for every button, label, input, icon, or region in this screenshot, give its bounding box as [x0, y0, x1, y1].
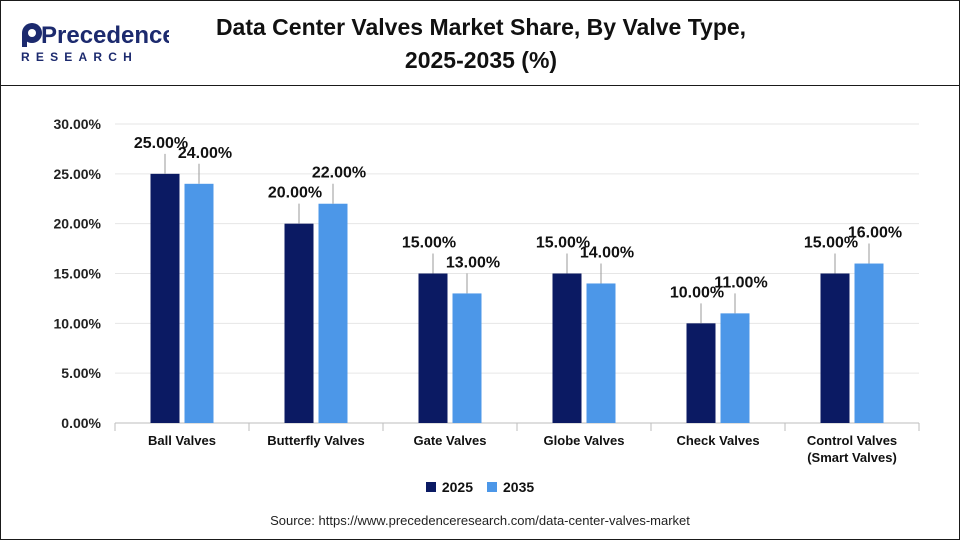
bar-2035: [452, 293, 482, 423]
data-label-2035: 14.00%: [580, 244, 634, 261]
data-label-2025: 25.00%: [134, 135, 188, 152]
bar-2035: [854, 263, 884, 423]
y-tick-label: 25.00%: [54, 166, 102, 182]
data-label-2035: 11.00%: [714, 274, 767, 291]
logo-wordmark: Precedence: [41, 22, 169, 49]
bar-2025: [820, 273, 850, 423]
legend-item-2025: 2025: [425, 479, 473, 495]
data-label-2025: 20.00%: [268, 185, 322, 202]
x-tick-label: (Smart Valves): [807, 450, 897, 465]
bar-2025: [284, 223, 314, 423]
y-tick-label: 10.00%: [54, 315, 102, 331]
legend-swatch-2035: [487, 482, 497, 492]
data-label-2025: 15.00%: [804, 235, 858, 252]
data-label-2035: 13.00%: [446, 254, 500, 271]
x-tick-label: Butterfly Valves: [267, 433, 365, 448]
x-tick-label: Control Valves: [807, 433, 897, 448]
bar-chart: 0.00% 5.00% 10.00% 15.00% 20.00% 25.00% 30.00%…: [54, 116, 920, 465]
bar-2025: [150, 173, 180, 423]
x-tick-label: Gate Valves: [414, 433, 487, 448]
bar-2035: [586, 283, 616, 423]
x-tick-label: Globe Valves: [544, 433, 625, 448]
x-tick-label: Check Valves: [676, 433, 759, 448]
bar-2025: [552, 273, 582, 423]
legend-label-2035: 2035: [503, 479, 535, 495]
y-tick-label: 30.00%: [54, 116, 102, 132]
bar-2025: [418, 273, 448, 423]
y-tick-label: 0.00%: [61, 415, 101, 431]
data-label-2025: 15.00%: [402, 235, 456, 252]
header: Precedence RESEARCH Data Center Valves M…: [1, 1, 959, 86]
chart-title-line-1: Data Center Valves Market Share, By Valv…: [215, 14, 747, 40]
data-label-2035: 24.00%: [178, 145, 232, 162]
bar-2025: [686, 323, 716, 423]
source-note: Source: https://www.precedenceresearch.c…: [270, 513, 690, 528]
logo-subtitle: RESEARCH: [21, 50, 138, 64]
chart-title: Data Center Valves Market Share, By Valv…: [181, 11, 781, 77]
legend-label-2025: 2025: [441, 479, 473, 495]
y-tick-label: 20.00%: [54, 216, 102, 232]
bar-2035: [318, 203, 348, 423]
bar-2035: [720, 313, 750, 423]
chart-title-line-2: 2025-2035 (%): [404, 47, 558, 73]
precedence-research-logo: Precedence RESEARCH: [21, 22, 169, 64]
y-tick-label: 5.00%: [61, 365, 101, 381]
data-label-2025: 10.00%: [670, 284, 724, 301]
legend-item-2035: 2035: [487, 479, 534, 495]
legend: 2025 2035: [1, 479, 959, 495]
x-tick-label: Ball Valves: [148, 433, 216, 448]
y-tick-label: 15.00%: [54, 266, 102, 282]
data-label-2035: 16.00%: [848, 225, 902, 242]
data-label-2035: 22.00%: [312, 165, 366, 182]
legend-swatch-2025: [425, 482, 436, 492]
bar-2035: [184, 183, 214, 423]
data-label-2025: 15.00%: [536, 235, 590, 252]
